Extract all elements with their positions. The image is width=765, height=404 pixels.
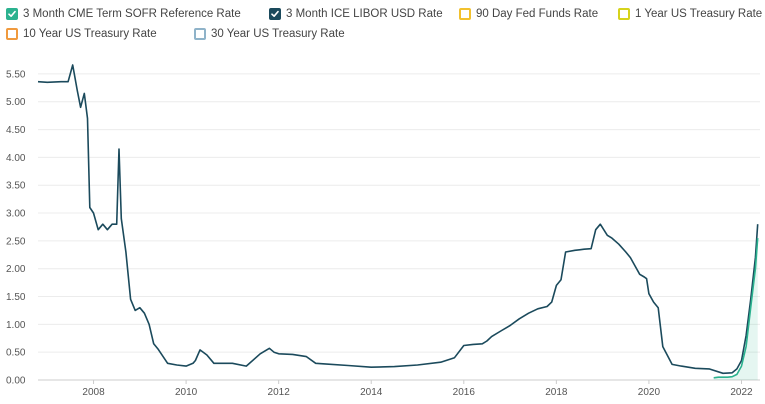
legend-label: 3 Month CME Term SOFR Reference Rate — [23, 8, 241, 20]
legend-checkbox-checked[interactable] — [269, 8, 281, 20]
y-tick-label: 5.00 — [6, 97, 26, 108]
y-tick-label: 0.50 — [6, 348, 26, 359]
x-tick-label: 2022 — [730, 387, 753, 398]
y-tick-label: 4.00 — [6, 153, 26, 164]
x-tick-label: 2020 — [638, 387, 661, 398]
legend-item-libor[interactable]: 3 Month ICE LIBOR USD Rate — [269, 4, 443, 24]
x-tick-label: 2008 — [82, 387, 105, 398]
legend-checkbox-checked[interactable] — [6, 8, 18, 20]
series-line — [713, 238, 759, 379]
y-tick-label: 2.00 — [6, 264, 26, 275]
line-chart: 0.00 0.50 1.00 1.50 2.00 2.50 3.00 3.50 4.00 4.50… — [6, 64, 760, 398]
legend-checkbox-unchecked[interactable] — [6, 28, 18, 40]
x-tick-label: 2018 — [545, 387, 568, 398]
x-tick-label: 2014 — [360, 387, 383, 398]
legend-label: 90 Day Fed Funds Rate — [476, 8, 599, 20]
y-tick-label: 5.50 — [6, 69, 26, 80]
y-tick-label: 1.00 — [6, 320, 26, 331]
legend-label: 10 Year US Treasury Rate — [23, 28, 157, 40]
legend-checkbox-unchecked[interactable] — [618, 8, 630, 20]
legend-label: 30 Year US Treasury Rate — [211, 28, 345, 40]
chart-legend: 3 Month CME Term SOFR Reference Rate 3 M… — [6, 4, 763, 44]
legend-item-sofr[interactable]: 3 Month CME Term SOFR Reference Rate — [6, 4, 241, 24]
x-tick-label: 2010 — [175, 387, 198, 398]
y-tick-label: 3.50 — [6, 181, 26, 192]
x-tick-label: 2016 — [453, 387, 476, 398]
legend-label: 1 Year US Treasury Rate — [635, 8, 763, 20]
y-tick-label: 2.50 — [6, 236, 26, 247]
legend-checkbox-unchecked[interactable] — [194, 28, 206, 40]
legend-item-30y-treasury[interactable]: 30 Year US Treasury Rate — [194, 24, 345, 44]
legend-item-fed-funds[interactable]: 90 Day Fed Funds Rate — [459, 4, 598, 24]
x-tick-label: 2012 — [268, 387, 291, 398]
legend-item-1y-treasury[interactable]: 1 Year US Treasury Rate — [618, 4, 762, 24]
series-line — [37, 64, 759, 375]
y-tick-label: 1.50 — [6, 292, 26, 303]
y-tick-label: 4.50 — [6, 125, 26, 136]
y-tick-label: 0.00 — [6, 376, 26, 387]
legend-checkbox-unchecked[interactable] — [459, 8, 471, 20]
y-tick-label: 3.00 — [6, 209, 26, 220]
legend-item-10y-treasury[interactable]: 10 Year US Treasury Rate — [6, 24, 157, 44]
legend-label: 3 Month ICE LIBOR USD Rate — [286, 8, 443, 20]
